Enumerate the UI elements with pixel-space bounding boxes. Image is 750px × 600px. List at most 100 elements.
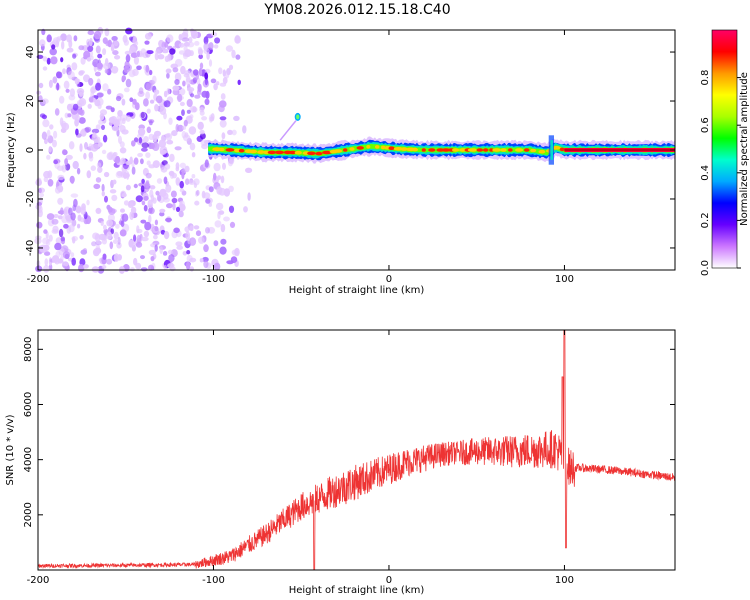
noise-blob [63, 223, 69, 229]
noise-blob [97, 97, 104, 106]
noise-blob [214, 220, 222, 228]
noise-blob [201, 116, 208, 121]
noise-blob [182, 80, 186, 87]
noise-blob [109, 241, 114, 250]
noise-blob [185, 178, 190, 185]
noise-blob [175, 241, 183, 247]
noise-blob [198, 236, 205, 244]
colorbar-tick-label: 0.4 [700, 165, 711, 181]
ridge-hotspot [492, 148, 501, 152]
noise-blob [175, 166, 180, 172]
noise-blob [128, 200, 136, 207]
noise-blob [128, 36, 134, 41]
noise-blob [185, 75, 191, 83]
ridge-hotspot [489, 148, 494, 152]
noise-blob [146, 108, 151, 114]
ridge-branch-trail [279, 120, 297, 141]
noise-blob [51, 255, 60, 263]
noise-blob [129, 97, 134, 102]
noise-blob [57, 197, 64, 205]
noise-blob [120, 114, 128, 121]
colorbar-gradient [711, 29, 738, 269]
colorbar-tick-label: 0.0 [700, 260, 711, 276]
noise-blob [196, 189, 200, 196]
noise-blob [243, 206, 248, 213]
noise-blob [209, 116, 215, 122]
noise-blob [42, 66, 48, 71]
noise-blob [140, 185, 145, 193]
noise-blob [112, 50, 119, 56]
ridge-hotspot [315, 151, 323, 156]
noise-blob [38, 95, 43, 103]
noise-blob [73, 35, 78, 42]
noise-blob [64, 158, 68, 166]
noise-blob [47, 179, 54, 187]
noise-blob [104, 27, 110, 37]
noise-blob [220, 238, 227, 245]
noise-blob [179, 180, 184, 189]
noise-blob [137, 152, 144, 158]
noise-blob [245, 167, 253, 173]
ridge-disturbance-core [550, 140, 553, 160]
noise-blob [166, 203, 173, 209]
ridge-hotspot [333, 149, 343, 153]
noise-blob [97, 142, 103, 148]
noise-blob [62, 261, 66, 266]
noise-blob [149, 69, 153, 76]
snr-y-axis-label: SNR (10 * v/v) [5, 414, 16, 485]
noise-blob [159, 104, 165, 110]
noise-blob [204, 98, 210, 106]
colorbar-ticks: 0.0 0.2 0.4 0.6 0.8 [700, 70, 741, 276]
noise-blob [124, 50, 131, 56]
noise-blob [58, 228, 64, 238]
noise-blob [53, 214, 59, 218]
noise-blob [45, 239, 51, 246]
noise-blob [52, 139, 57, 148]
ridge-hotspot [380, 145, 386, 150]
noise-blob [87, 45, 94, 52]
noise-blob [159, 145, 168, 155]
noise-blob [187, 87, 195, 92]
noise-blob [173, 227, 180, 234]
noise-blob [231, 129, 237, 136]
noise-blob [205, 227, 210, 234]
noise-blob [48, 234, 53, 242]
noise-blob [107, 206, 113, 213]
noise-blob [111, 36, 118, 41]
noise-blob [83, 152, 87, 160]
noise-blob [121, 98, 126, 106]
noise-blob [213, 262, 221, 271]
noise-blob [60, 33, 67, 42]
ridge-hotspot [421, 148, 426, 152]
noise-blob [182, 134, 191, 142]
noise-blob [165, 68, 172, 74]
noise-blob [68, 94, 76, 101]
ridge-hotspot [459, 148, 467, 152]
noise-blob [152, 160, 160, 169]
noise-blob [145, 180, 150, 185]
noise-blob [112, 152, 117, 160]
noise-blob [93, 143, 100, 150]
noise-blob [222, 76, 228, 85]
noise-blob [115, 95, 122, 102]
noise-blob [218, 67, 223, 75]
chart-title: YM08.2026.012.15.18.C40 [264, 2, 451, 18]
noise-blob [150, 256, 155, 262]
noise-blob [181, 109, 185, 116]
noise-blob [37, 205, 43, 213]
noise-blob [101, 265, 107, 269]
noise-blob [190, 30, 199, 39]
noise-blob [113, 40, 119, 47]
noise-blob [107, 88, 112, 95]
noise-blob [193, 69, 199, 76]
noise-blob [61, 149, 67, 156]
noise-blob [210, 32, 218, 37]
noise-blob [159, 246, 163, 255]
noise-blob [101, 190, 106, 197]
noise-blob [97, 166, 103, 173]
noise-blob [70, 176, 75, 185]
noise-blob [161, 48, 169, 54]
noise-blob [115, 171, 123, 179]
noise-blob [60, 57, 64, 63]
ridge-hotspot [441, 148, 451, 152]
